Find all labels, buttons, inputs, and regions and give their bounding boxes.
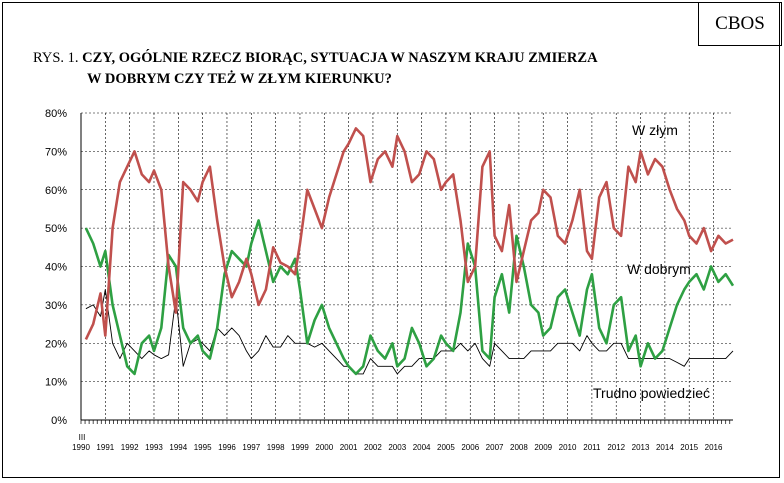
x-tick-label: 1999 xyxy=(291,443,309,452)
x-tick-label: 2002 xyxy=(364,443,382,452)
series-lines xyxy=(84,127,735,376)
x-tick-label: 2006 xyxy=(461,443,479,452)
x-tick-label: 2001 xyxy=(340,443,358,452)
x-tick-label: 2014 xyxy=(656,443,674,452)
x-axis-ticks: 1990 1991 1992 1993 1994 1995 1996 1997 1998 1999… xyxy=(72,433,723,452)
chart-axes xyxy=(80,113,733,424)
figure-title: RYS. 1. CZY, OGÓLNIE RZECZ BIORĄC, SYTUA… xyxy=(33,48,598,90)
x-tick-label: 1997 xyxy=(242,443,260,452)
x-tick-label: 2013 xyxy=(632,443,650,452)
y-tick-label: 60% xyxy=(45,185,67,197)
x-tick-label: 2015 xyxy=(680,443,698,452)
figure-frame xyxy=(2,2,780,478)
figure-number: RYS. 1. xyxy=(33,50,79,66)
y-tick-label: 10% xyxy=(45,377,67,389)
x-tick-label: 2003 xyxy=(388,443,406,452)
x-tick-label: 2016 xyxy=(705,443,723,452)
y-tick-label: 70% xyxy=(45,146,67,158)
series-line-trudno-powiedzieć xyxy=(85,289,734,375)
y-tick-label: 0% xyxy=(51,415,67,427)
title-line-2: W DOBRYM CZY TEŻ W ZŁYM KIERUNKU? xyxy=(87,71,392,87)
x-tick-label: 2004 xyxy=(413,443,431,452)
series-labels: W złym W dobrym Trudno powiedzieć xyxy=(593,122,710,401)
x-tick-label: 1998 xyxy=(267,443,285,452)
x-tick-label: 1993 xyxy=(145,443,163,452)
x-tick-label: 1994 xyxy=(169,443,187,452)
x-tick-label: 2012 xyxy=(607,443,625,452)
x-start-label: III xyxy=(79,433,86,442)
series-label: W dobrym xyxy=(627,261,691,277)
x-tick-label: 1995 xyxy=(194,443,212,452)
x-tick-label: 2010 xyxy=(559,443,577,452)
x-tick-label: 1992 xyxy=(121,443,139,452)
series-line-w-złym xyxy=(84,127,734,340)
series-line-w-dobrym xyxy=(84,219,735,376)
y-axis-ticks: 0% 10% 20% 30% 40% 50% 60% 70% 80% xyxy=(45,108,67,427)
x-tick-label: 2011 xyxy=(583,443,601,452)
title-line-1: CZY, OGÓLNIE RZECZ BIORĄC, SYTUACJA W NA… xyxy=(82,50,598,66)
series-label: Trudno powiedzieć xyxy=(593,385,710,401)
y-tick-label: 80% xyxy=(45,108,67,120)
cbos-logo: CBOS xyxy=(698,2,782,46)
x-tick-label: 2007 xyxy=(486,443,504,452)
x-tick-label: 1991 xyxy=(96,443,114,452)
series-label: W złym xyxy=(632,122,678,138)
x-tick-label: 2008 xyxy=(510,443,528,452)
y-tick-label: 20% xyxy=(45,338,67,350)
x-tick-label: 2009 xyxy=(534,443,552,452)
x-tick-label: 1990 xyxy=(72,443,90,452)
y-tick-label: 40% xyxy=(45,262,67,274)
y-tick-label: 50% xyxy=(45,223,67,235)
x-tick-label: 1996 xyxy=(218,443,236,452)
x-tick-label: 2005 xyxy=(437,443,455,452)
x-tick-label: 2000 xyxy=(315,443,333,452)
logo-text: CBOS xyxy=(715,13,765,34)
y-tick-label: 30% xyxy=(45,300,67,312)
